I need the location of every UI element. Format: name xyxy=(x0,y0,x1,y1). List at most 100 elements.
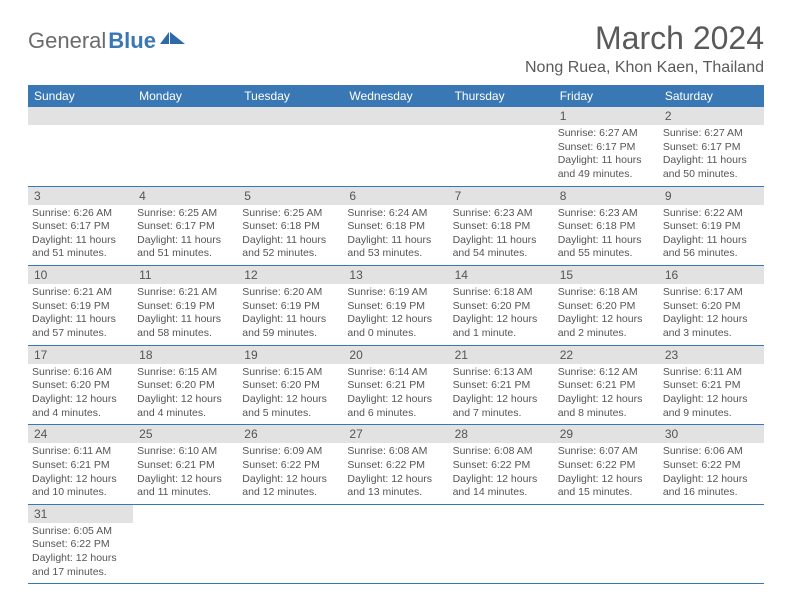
day-line: and 9 minutes. xyxy=(663,407,760,421)
day-body: Sunrise: 6:21 AMSunset: 6:19 PMDaylight:… xyxy=(28,284,133,345)
day-line: Sunset: 6:22 PM xyxy=(663,459,760,473)
day-line: and 51 minutes. xyxy=(32,247,129,261)
day-line: Sunset: 6:19 PM xyxy=(242,300,339,314)
day-line: Sunset: 6:17 PM xyxy=(32,220,129,234)
empty-daynum xyxy=(449,107,554,125)
day-number: 5 xyxy=(238,187,343,205)
empty-daynum xyxy=(238,107,343,125)
day-line: Sunrise: 6:18 AM xyxy=(558,286,655,300)
day-line: Daylight: 11 hours xyxy=(663,154,760,168)
empty-daynum xyxy=(133,107,238,125)
day-line: Daylight: 12 hours xyxy=(663,473,760,487)
calendar-cell xyxy=(659,504,764,584)
day-number: 25 xyxy=(133,425,238,443)
day-line: Sunrise: 6:23 AM xyxy=(558,207,655,221)
day-line: Sunset: 6:22 PM xyxy=(347,459,444,473)
day-line: Daylight: 12 hours xyxy=(32,393,129,407)
day-body: Sunrise: 6:18 AMSunset: 6:20 PMDaylight:… xyxy=(449,284,554,345)
day-body: Sunrise: 6:20 AMSunset: 6:19 PMDaylight:… xyxy=(238,284,343,345)
calendar-cell xyxy=(449,107,554,186)
day-body: Sunrise: 6:25 AMSunset: 6:18 PMDaylight:… xyxy=(238,205,343,266)
day-line: Sunrise: 6:20 AM xyxy=(242,286,339,300)
day-number: 3 xyxy=(28,187,133,205)
day-line: Daylight: 12 hours xyxy=(558,393,655,407)
day-line: Sunrise: 6:24 AM xyxy=(347,207,444,221)
day-line: and 53 minutes. xyxy=(347,247,444,261)
day-body: Sunrise: 6:21 AMSunset: 6:19 PMDaylight:… xyxy=(133,284,238,345)
day-line: and 4 minutes. xyxy=(137,407,234,421)
day-number: 14 xyxy=(449,266,554,284)
day-number: 20 xyxy=(343,346,448,364)
day-number: 23 xyxy=(659,346,764,364)
calendar-cell: 29Sunrise: 6:07 AMSunset: 6:22 PMDayligh… xyxy=(554,425,659,505)
day-number: 26 xyxy=(238,425,343,443)
day-line: Daylight: 11 hours xyxy=(558,154,655,168)
day-number: 17 xyxy=(28,346,133,364)
day-number: 4 xyxy=(133,187,238,205)
day-line: Daylight: 12 hours xyxy=(663,393,760,407)
day-line: Daylight: 11 hours xyxy=(137,234,234,248)
day-body: Sunrise: 6:05 AMSunset: 6:22 PMDaylight:… xyxy=(28,523,133,584)
day-line: Sunrise: 6:23 AM xyxy=(453,207,550,221)
day-number: 10 xyxy=(28,266,133,284)
calendar-head: SundayMondayTuesdayWednesdayThursdayFrid… xyxy=(28,85,764,107)
empty-daynum xyxy=(28,107,133,125)
day-line: Sunset: 6:17 PM xyxy=(558,141,655,155)
day-line: Daylight: 12 hours xyxy=(558,313,655,327)
day-body: Sunrise: 6:14 AMSunset: 6:21 PMDaylight:… xyxy=(343,364,448,425)
day-line: Daylight: 12 hours xyxy=(347,393,444,407)
day-line: Daylight: 12 hours xyxy=(32,552,129,566)
day-line: Sunset: 6:20 PM xyxy=(242,379,339,393)
day-line: Sunrise: 6:11 AM xyxy=(663,366,760,380)
day-body: Sunrise: 6:11 AMSunset: 6:21 PMDaylight:… xyxy=(28,443,133,504)
day-body: Sunrise: 6:12 AMSunset: 6:21 PMDaylight:… xyxy=(554,364,659,425)
calendar-cell: 10Sunrise: 6:21 AMSunset: 6:19 PMDayligh… xyxy=(28,266,133,346)
day-line: and 13 minutes. xyxy=(347,486,444,500)
day-body: Sunrise: 6:17 AMSunset: 6:20 PMDaylight:… xyxy=(659,284,764,345)
location: Nong Ruea, Khon Kaen, Thailand xyxy=(525,59,764,77)
day-line: Sunset: 6:19 PM xyxy=(663,220,760,234)
day-line: Daylight: 12 hours xyxy=(453,313,550,327)
day-line: Daylight: 12 hours xyxy=(242,473,339,487)
day-line: Sunset: 6:21 PM xyxy=(347,379,444,393)
day-number: 8 xyxy=(554,187,659,205)
weekday-header: Wednesday xyxy=(343,85,448,107)
day-body: Sunrise: 6:16 AMSunset: 6:20 PMDaylight:… xyxy=(28,364,133,425)
day-line: and 56 minutes. xyxy=(663,247,760,261)
day-line: Sunset: 6:20 PM xyxy=(137,379,234,393)
day-line: and 4 minutes. xyxy=(32,407,129,421)
day-line: Daylight: 11 hours xyxy=(663,234,760,248)
day-line: Sunset: 6:18 PM xyxy=(347,220,444,234)
day-line: Sunrise: 6:27 AM xyxy=(663,127,760,141)
calendar-cell: 12Sunrise: 6:20 AMSunset: 6:19 PMDayligh… xyxy=(238,266,343,346)
day-line: Sunrise: 6:05 AM xyxy=(32,525,129,539)
day-line: Daylight: 12 hours xyxy=(137,473,234,487)
weekday-header: Saturday xyxy=(659,85,764,107)
day-line: Sunset: 6:19 PM xyxy=(32,300,129,314)
day-line: Sunrise: 6:27 AM xyxy=(558,127,655,141)
calendar-cell: 8Sunrise: 6:23 AMSunset: 6:18 PMDaylight… xyxy=(554,186,659,266)
day-line: Sunset: 6:21 PM xyxy=(137,459,234,473)
day-line: Daylight: 11 hours xyxy=(242,234,339,248)
day-line: and 12 minutes. xyxy=(242,486,339,500)
day-line: and 49 minutes. xyxy=(558,168,655,182)
day-line: Sunset: 6:22 PM xyxy=(242,459,339,473)
day-line: and 5 minutes. xyxy=(242,407,339,421)
day-line: Sunrise: 6:21 AM xyxy=(137,286,234,300)
calendar-cell: 16Sunrise: 6:17 AMSunset: 6:20 PMDayligh… xyxy=(659,266,764,346)
day-body: Sunrise: 6:09 AMSunset: 6:22 PMDaylight:… xyxy=(238,443,343,504)
day-number: 1 xyxy=(554,107,659,125)
calendar-cell: 6Sunrise: 6:24 AMSunset: 6:18 PMDaylight… xyxy=(343,186,448,266)
day-line: Daylight: 12 hours xyxy=(453,473,550,487)
day-number: 12 xyxy=(238,266,343,284)
day-line: Daylight: 11 hours xyxy=(32,313,129,327)
day-number: 15 xyxy=(554,266,659,284)
day-line: and 54 minutes. xyxy=(453,247,550,261)
calendar-cell: 27Sunrise: 6:08 AMSunset: 6:22 PMDayligh… xyxy=(343,425,448,505)
day-line: Sunrise: 6:12 AM xyxy=(558,366,655,380)
calendar-cell xyxy=(343,107,448,186)
calendar-table: SundayMondayTuesdayWednesdayThursdayFrid… xyxy=(28,85,764,584)
day-number: 11 xyxy=(133,266,238,284)
flag-icon xyxy=(160,28,186,54)
calendar-cell: 18Sunrise: 6:15 AMSunset: 6:20 PMDayligh… xyxy=(133,345,238,425)
